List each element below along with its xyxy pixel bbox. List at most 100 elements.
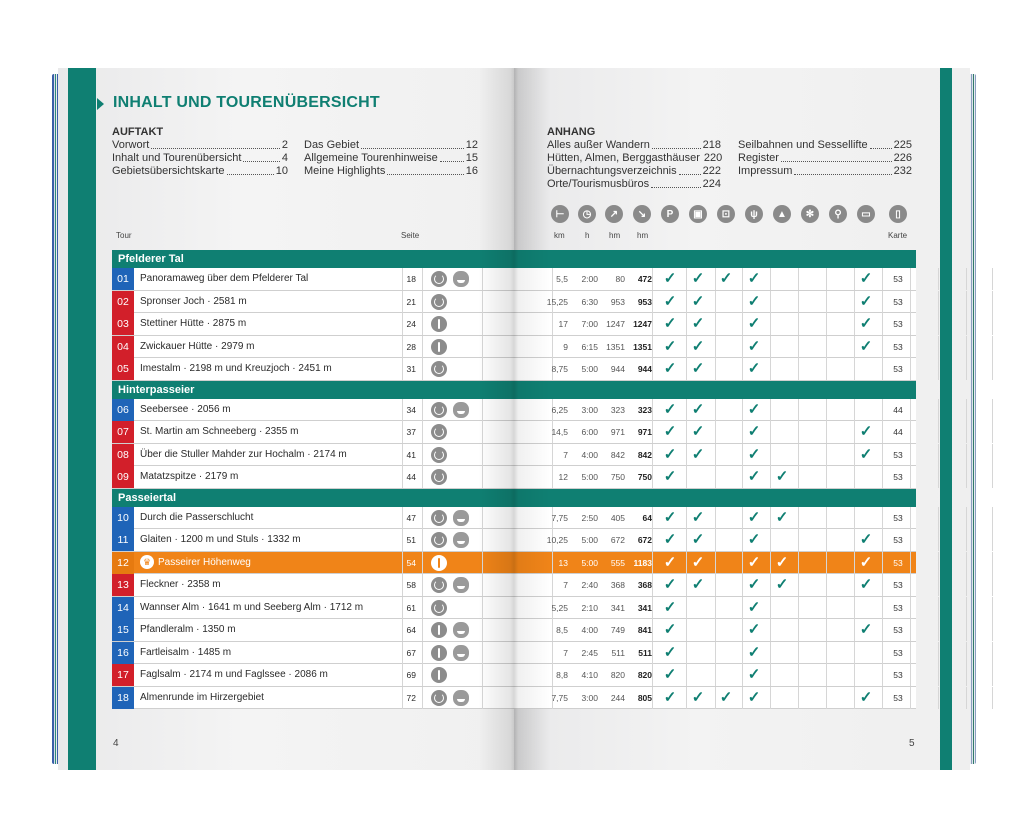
column-divider [798, 443, 799, 466]
tour-down: 805 [637, 692, 652, 703]
route-circular-icon [431, 424, 447, 440]
toc-entry-page: 226 [893, 152, 912, 164]
tour-up: 750 [610, 472, 625, 482]
column-divider [552, 551, 553, 574]
toc-entry[interactable]: Vorwort 2 [112, 139, 288, 152]
column-divider [826, 290, 827, 313]
toc-leader-dots [651, 178, 701, 188]
tour-number-badge: 10 [112, 506, 134, 529]
column-divider [482, 641, 483, 664]
column-divider [798, 686, 799, 709]
column-divider [966, 268, 967, 290]
column-divider [482, 335, 483, 358]
column-divider [652, 313, 653, 335]
column-divider [402, 596, 403, 619]
tour-page: 69 [406, 670, 416, 680]
column-divider [652, 506, 653, 529]
tour-up: 672 [610, 535, 625, 545]
toc-entry[interactable]: Seilbahnen und Sessellifte 225 [738, 139, 912, 152]
column-divider [715, 619, 716, 641]
tour-row[interactable]: 04 Zwickauer Hütte · 2979 m 28 9 6:15 1351 135… [112, 335, 993, 358]
toc-entry[interactable]: Hütten, Almen, Berggasthäuser 220 [547, 152, 722, 165]
column-divider [798, 529, 799, 551]
column-divider [652, 335, 653, 358]
column-header-h: h [585, 231, 590, 240]
tour-row[interactable]: 07 St. Martin am Schneeberg · 2355 m 37 14,… [112, 421, 993, 444]
column-header-seite: Seite [401, 231, 420, 240]
tour-page: 44 [406, 472, 416, 482]
route-circular-icon [431, 532, 447, 548]
cablecar-icon: ⊡ [717, 205, 735, 223]
tour-down: 511 [638, 647, 652, 658]
tour-row[interactable]: 13 Fleckner · 2358 m 58 7 2:40 368 368 ✓ ✓ ✓ ✓ ✓ 53 [112, 574, 993, 597]
tour-row[interactable]: 18 Almenrunde im Hirzergebiet 72 7,75 3:00 24… [112, 686, 993, 709]
route-linear-icon [431, 667, 447, 683]
tour-row[interactable]: 08 Über die Stuller Mahder zur Hochalm · … [112, 443, 993, 466]
tour-name: Spronser Joch · 2581 m [140, 295, 247, 307]
column-divider [992, 358, 993, 380]
column-divider [910, 335, 911, 358]
toc-entry-page: 4 [281, 152, 288, 164]
tour-map-number: 53 [893, 296, 903, 307]
tour-row[interactable]: 14 Wannser Alm · 1641 m und Seeberg Alm ·… [112, 596, 993, 619]
tour-row[interactable]: 02 Spronser Joch · 2581 m 21 15,25 6:30 953 95… [112, 290, 993, 313]
column-divider [552, 506, 553, 529]
tour-row[interactable]: 11 Glaiten · 1200 m und Stuls · 1332 m 51 1… [112, 529, 993, 552]
tour-km: 7 [563, 449, 568, 460]
route-linear-icon [431, 622, 447, 638]
column-divider [715, 529, 716, 551]
column-divider [882, 619, 883, 641]
column-divider [910, 290, 911, 313]
column-divider [770, 664, 771, 686]
toc-leader-dots [226, 165, 274, 175]
toc-entry[interactable]: Impressum 232 [738, 165, 912, 178]
column-divider [854, 443, 855, 466]
column-divider [715, 398, 716, 421]
route-circular-icon [431, 271, 447, 287]
tour-row[interactable]: 15 Pfandleralm · 1350 m 64 8,5 4:00 749 841 ✓ ✓ ✓… [112, 619, 993, 642]
check-icon: ✓ [663, 360, 677, 377]
toc-entry[interactable]: Das Gebiet 12 [304, 139, 478, 152]
column-divider [910, 268, 911, 290]
column-divider [686, 313, 687, 335]
column-divider [770, 398, 771, 421]
column-divider [770, 506, 771, 529]
tour-row[interactable]: 05 Imestalm · 2198 m und Kreuzjoch · 2451… [112, 358, 993, 381]
tour-down: 1247 [633, 319, 652, 329]
tour-row[interactable]: 06 Seebersee · 2056 m 34 6,25 3:00 323 323 ✓ ✓ ✓ 4… [112, 398, 993, 421]
column-divider [552, 268, 553, 290]
tour-name: ♛ Passeirer Höhenweg [140, 552, 400, 574]
column-divider [686, 335, 687, 358]
column-header-km: km [554, 231, 565, 240]
column-divider [854, 506, 855, 529]
tour-row[interactable]: 03 Stettiner Hütte · 2875 m 24 17 7:00 1247 12… [112, 313, 993, 336]
tour-number-badge: 02 [112, 290, 134, 313]
toc-entry[interactable]: Inhalt und Tourenübersicht 4 [112, 152, 288, 165]
tour-row[interactable]: 16 Fartleisalm · 1485 m 67 7 2:45 511 511 ✓ ✓ 53 [112, 641, 993, 664]
column-divider [552, 664, 553, 686]
column-divider [402, 421, 403, 443]
toc-entry[interactable]: Allgemeine Tourenhinweise 15 [304, 152, 478, 165]
column-divider [992, 596, 993, 619]
column-divider [966, 313, 967, 335]
tour-row[interactable]: 17 Faglsalm · 2174 m und Faglssee · 2086 … [112, 664, 993, 687]
tour-row[interactable]: 01 Panoramaweg über dem Pfelderer Tal 18 5,… [112, 268, 993, 291]
column-divider [742, 290, 743, 313]
column-divider [798, 398, 799, 421]
toc-entry[interactable]: Meine Highlights 16 [304, 165, 478, 178]
tour-row[interactable]: 10 Durch die Passerschlucht 47 7,75 2:50 405 6… [112, 506, 993, 529]
check-icon: ✓ [747, 508, 761, 526]
tour-row[interactable]: 12 ♛ Passeirer Höhenweg 54 13 5:00 555 1183 ✓ ✓ ✓ ✓… [112, 551, 993, 574]
column-divider [882, 596, 883, 619]
toc-entry[interactable]: Orte/Tourismusbüros 224 [547, 178, 721, 191]
toc-entry[interactable]: Übernachtungsverzeichnis 222 [547, 165, 721, 178]
tour-h: 3:00 [581, 692, 598, 703]
toc-entry[interactable]: Alles außer Wandern 218 [547, 139, 721, 152]
tour-up: 368 [610, 580, 625, 590]
left-teal-strip [68, 68, 96, 770]
toc-entry[interactable]: Gebietsübersichtskarte 10 [112, 165, 288, 178]
tour-row[interactable]: 09 Matatzspitze · 2179 m 44 12 5:00 750 750 ✓ ✓ ✓… [112, 466, 993, 489]
tour-map-number: 53 [893, 341, 903, 352]
tour-down: 820 [637, 670, 652, 680]
toc-entry[interactable]: Register 226 [738, 152, 912, 165]
